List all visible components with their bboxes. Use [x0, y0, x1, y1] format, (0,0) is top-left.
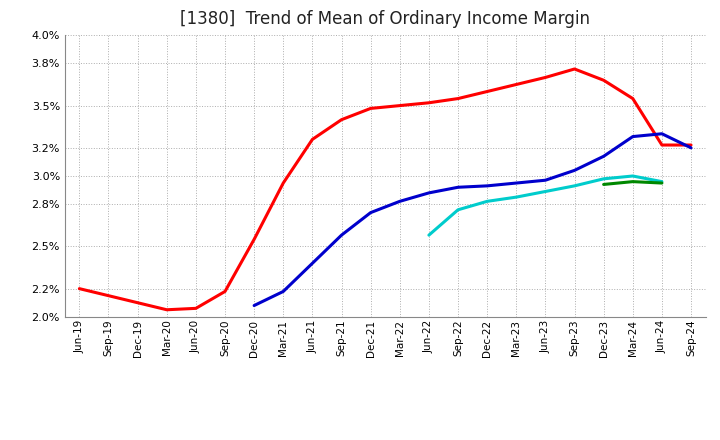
Line: 5 Years: 5 Years: [254, 134, 691, 305]
3 Years: [425, 100, 433, 106]
5 Years: [366, 210, 375, 215]
5 Years: [541, 178, 550, 183]
3 Years: [192, 306, 200, 311]
5 Years: [395, 199, 404, 204]
3 Years: [454, 96, 462, 101]
5 Years: [308, 260, 317, 266]
3 Years: [657, 143, 666, 148]
5 Years: [425, 190, 433, 195]
3 Years: [220, 289, 229, 294]
7 Years: [599, 176, 608, 181]
3 Years: [308, 137, 317, 142]
5 Years: [454, 185, 462, 190]
3 Years: [541, 75, 550, 80]
5 Years: [512, 180, 521, 186]
3 Years: [279, 180, 287, 186]
3 Years: [163, 307, 171, 312]
3 Years: [483, 89, 492, 94]
3 Years: [687, 143, 696, 148]
Line: 3 Years: 3 Years: [79, 69, 691, 310]
5 Years: [657, 131, 666, 136]
7 Years: [570, 183, 579, 188]
Line: 7 Years: 7 Years: [429, 176, 662, 235]
5 Years: [483, 183, 492, 188]
7 Years: [454, 207, 462, 213]
3 Years: [599, 77, 608, 83]
7 Years: [657, 179, 666, 184]
Title: [1380]  Trend of Mean of Ordinary Income Margin: [1380] Trend of Mean of Ordinary Income …: [180, 10, 590, 28]
3 Years: [512, 82, 521, 87]
7 Years: [629, 173, 637, 179]
5 Years: [337, 232, 346, 238]
3 Years: [629, 96, 637, 101]
3 Years: [337, 117, 346, 122]
5 Years: [570, 168, 579, 173]
5 Years: [687, 145, 696, 150]
7 Years: [541, 189, 550, 194]
5 Years: [250, 303, 258, 308]
3 Years: [133, 300, 142, 305]
3 Years: [104, 293, 113, 298]
10 Years: [657, 180, 666, 186]
3 Years: [366, 106, 375, 111]
3 Years: [570, 66, 579, 72]
3 Years: [250, 237, 258, 242]
7 Years: [512, 194, 521, 200]
7 Years: [483, 199, 492, 204]
Line: 10 Years: 10 Years: [603, 182, 662, 184]
3 Years: [75, 286, 84, 291]
7 Years: [425, 232, 433, 238]
5 Years: [599, 154, 608, 159]
10 Years: [599, 182, 608, 187]
5 Years: [629, 134, 637, 139]
3 Years: [395, 103, 404, 108]
10 Years: [629, 179, 637, 184]
5 Years: [279, 289, 287, 294]
